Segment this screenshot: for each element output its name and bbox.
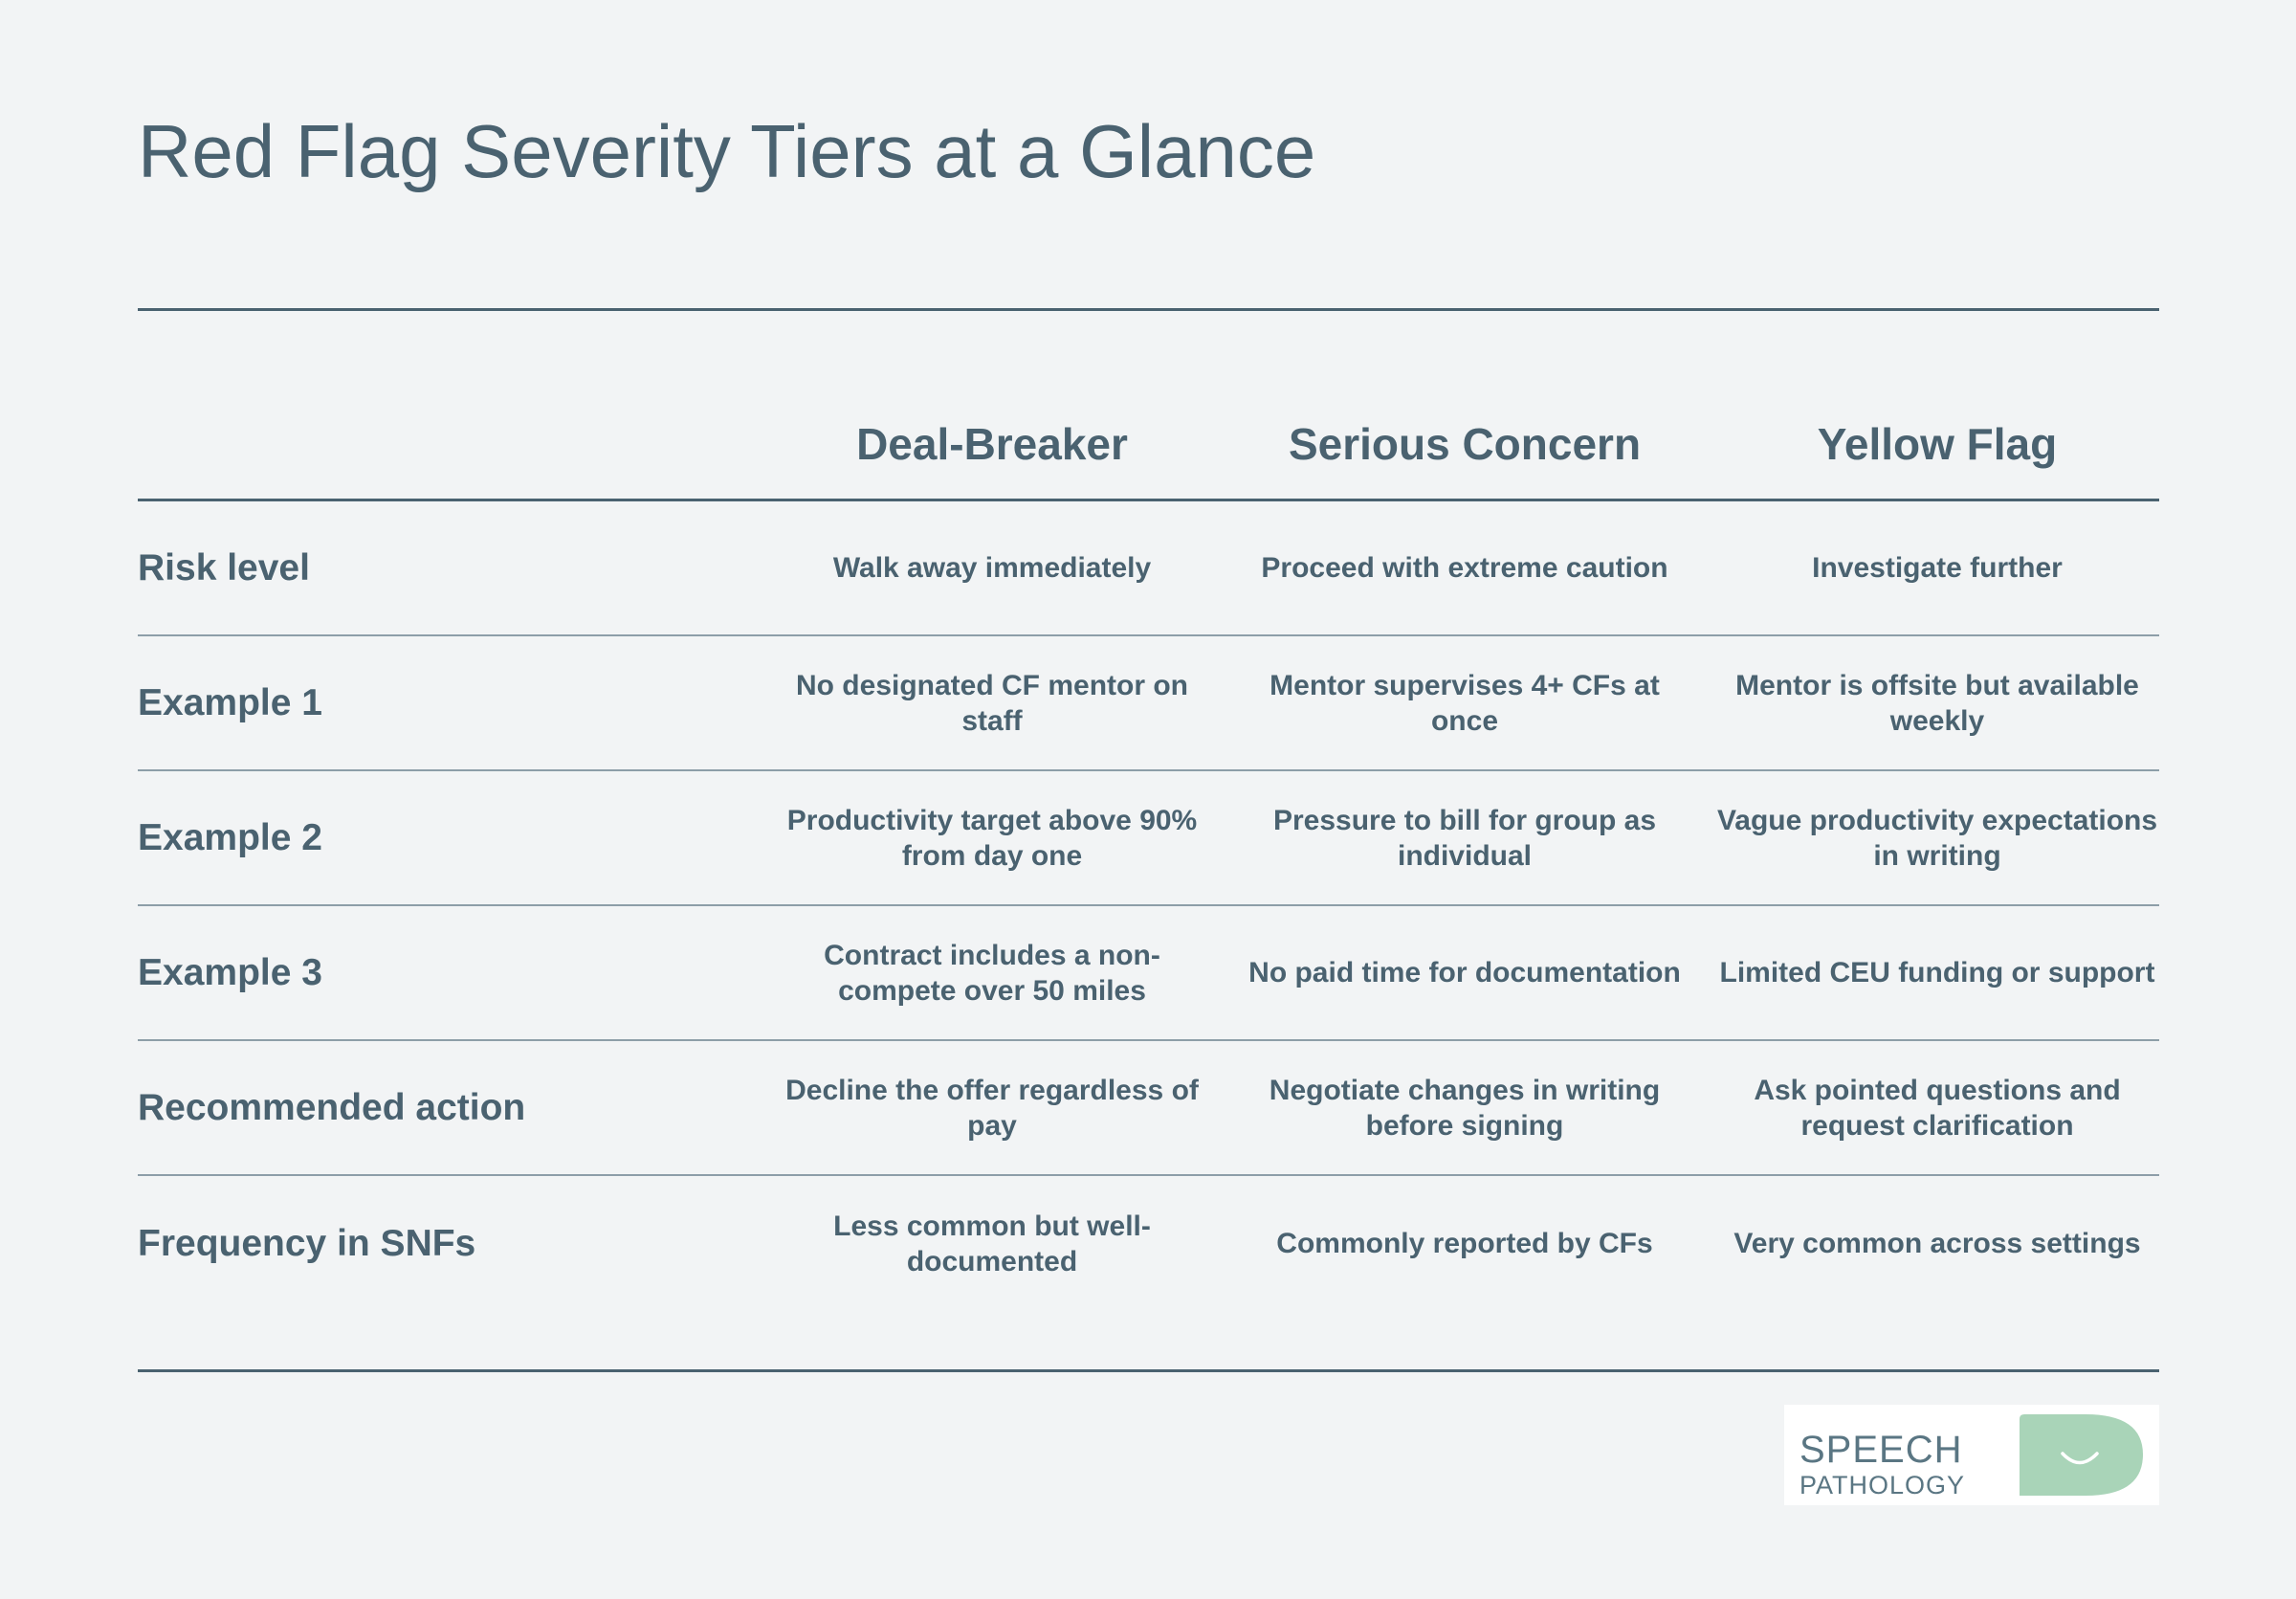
table-cell: Less common but well-documented — [833, 1210, 1151, 1277]
column-header-deal-breaker: Deal-Breaker — [856, 418, 1128, 469]
page-title: Red Flag Severity Tiers at a Glance — [138, 109, 1316, 193]
bottom-divider — [138, 1369, 2159, 1372]
table-cell: Ask pointed questions and request clarif… — [1754, 1074, 2121, 1142]
table-cell: Decline the offer regardless of pay — [785, 1074, 1199, 1142]
table-cell: No designated CF mentor on staff — [795, 669, 1188, 737]
table-cell: Pressure to bill for group as individual — [1272, 804, 1657, 872]
table-row-frequency: Frequency in SNFs Less common but well-d… — [138, 1176, 2159, 1311]
table-row-example-3: Example 3 Contract includes a non-compet… — [138, 906, 2159, 1041]
table-cell: Contract includes a non-compete over 50 … — [824, 939, 1160, 1007]
row-label: Risk level — [138, 546, 310, 589]
header-corner — [138, 400, 756, 499]
row-label: Example 3 — [138, 951, 322, 993]
table-cell: Productivity target above 90% from day o… — [786, 804, 1198, 872]
speech-pathology-logo: SPEECH PATHOLOGY — [1784, 1405, 2159, 1505]
table-cell: Very common across settings — [1733, 1228, 2141, 1259]
table-row-example-2: Example 2 Productivity target above 90% … — [138, 771, 2159, 906]
table-cell: Investigate further — [1812, 552, 2063, 584]
speech-bubble-icon — [2020, 1414, 2143, 1496]
table-cell: No paid time for documentation — [1248, 957, 1681, 988]
row-label: Recommended action — [138, 1086, 526, 1128]
logo-text-pathology: PATHOLOGY — [1799, 1471, 1965, 1499]
top-divider — [138, 308, 2159, 311]
table-row-example-1: Example 1 No designated CF mentor on sta… — [138, 636, 2159, 771]
severity-table: Deal-Breaker Serious Concern Yellow Flag… — [138, 400, 2159, 1311]
column-header-serious-concern: Serious Concern — [1288, 418, 1642, 469]
table-row-recommended-action: Recommended action Decline the offer reg… — [138, 1041, 2159, 1176]
table-cell: Negotiate changes in writing before sign… — [1269, 1074, 1661, 1142]
table-cell: Walk away immediately — [832, 552, 1152, 584]
row-label: Frequency in SNFs — [138, 1222, 476, 1264]
table-cell: Proceed with extreme caution — [1261, 552, 1668, 584]
row-label: Example 1 — [138, 681, 322, 723]
table-cell: Commonly reported by CFs — [1276, 1228, 1653, 1259]
table-row-risk-level: Risk level Walk away immediately Proceed… — [138, 501, 2159, 636]
logo-text-speech: SPEECH — [1799, 1429, 1963, 1471]
table-cell: Limited CEU funding or support — [1719, 957, 2155, 988]
table-cell: Mentor is offsite but available weekly — [1735, 669, 2139, 737]
table-cell: Vague productivity expectations in writi… — [1716, 804, 2158, 872]
row-label: Example 2 — [138, 816, 322, 858]
table-header-row: Deal-Breaker Serious Concern Yellow Flag — [138, 400, 2159, 501]
column-header-yellow-flag: Yellow Flag — [1817, 418, 2058, 469]
table-cell: Mentor supervises 4+ CFs at once — [1269, 669, 1660, 737]
